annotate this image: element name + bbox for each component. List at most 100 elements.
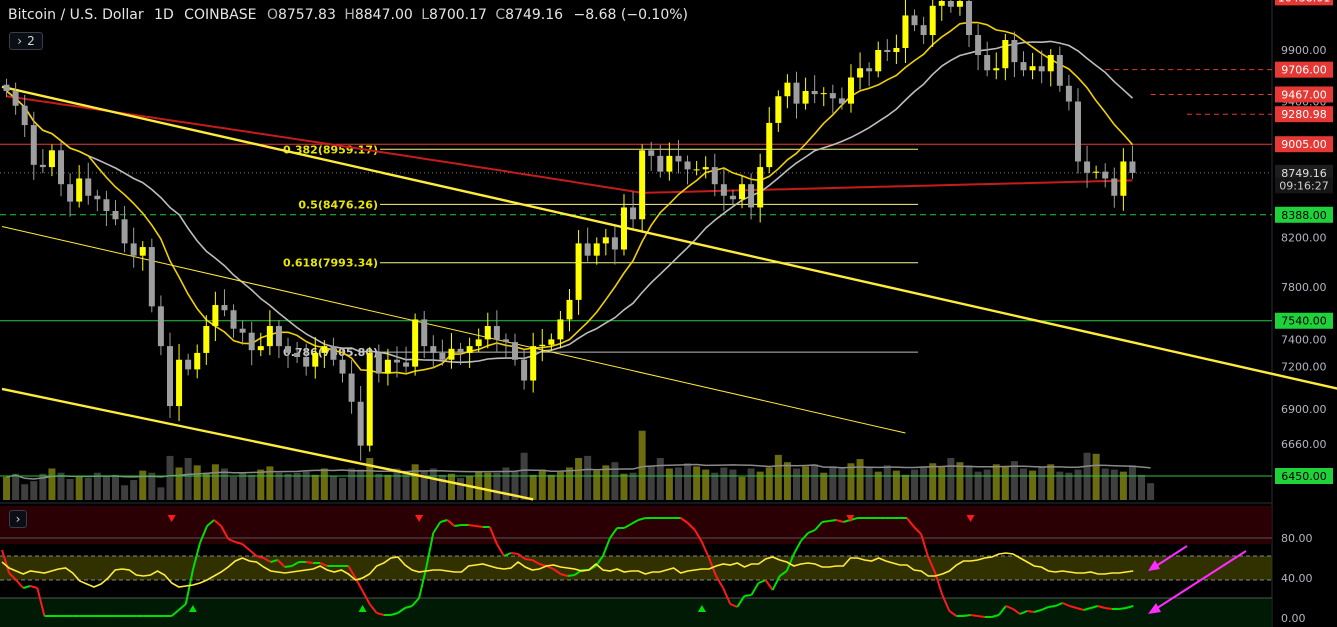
fib-level-label: 0.382(8959.17) (283, 143, 378, 156)
candle-body (811, 90, 818, 95)
volume-bar (447, 473, 455, 500)
candle-body (266, 326, 273, 347)
candle-body (838, 98, 845, 104)
volume-bar (611, 462, 619, 500)
stoch-k-segment (963, 614, 971, 617)
ma-slow-line (6, 95, 1133, 194)
volume-bar (783, 462, 791, 500)
stoch-k-segment (970, 614, 978, 617)
open-label: O (266, 7, 278, 23)
indicators-toggle-button[interactable]: › 2 (9, 32, 43, 50)
candle-body (884, 49, 891, 53)
volume-bar (284, 473, 292, 500)
candle-body (847, 77, 854, 104)
pane-toggle-button[interactable]: › (9, 510, 27, 528)
volume-bar (84, 477, 92, 500)
volume-bar (93, 472, 101, 500)
volume-bar (1119, 471, 1127, 500)
volume-bar (420, 471, 428, 500)
stoch-k-segment (15, 579, 24, 589)
ma-fast-line (5, 21, 1134, 375)
candle-body (357, 401, 364, 446)
volume-bar (738, 476, 746, 500)
candle-body (121, 219, 128, 244)
volume-bar (339, 477, 346, 500)
candle-body (1002, 39, 1009, 69)
volume-bar (320, 468, 328, 500)
volume-bar (1128, 465, 1136, 500)
volume-bar (693, 466, 701, 500)
volume-bar (202, 472, 210, 500)
volume-bar (457, 477, 465, 500)
stoch-k-segment (1005, 605, 1014, 610)
stoch-k-segment (1083, 607, 1092, 611)
stoch-k-segment (454, 524, 462, 527)
volume-bar (30, 481, 38, 500)
volume-bar (475, 471, 483, 500)
candle-body (30, 125, 37, 165)
candle-body (103, 199, 110, 211)
candle-body (947, 1, 954, 7)
stoch-k-segment (1048, 605, 1056, 608)
candle-body (1129, 161, 1136, 173)
volume-bar (248, 474, 256, 500)
volume-bar (429, 468, 437, 500)
candle-body (58, 150, 65, 185)
candle-body (548, 339, 555, 345)
sell-signal-marker (846, 515, 855, 522)
close-value: 8749.16 (505, 7, 564, 23)
candle-body (802, 90, 809, 104)
stoch-k-segment (184, 569, 194, 605)
candle-body (639, 150, 646, 220)
candle-body (330, 346, 337, 360)
interval-label[interactable]: 1D (154, 7, 174, 23)
volume-bar (747, 468, 755, 500)
price-tick-label: 9900.00 (1281, 44, 1327, 57)
candle-body (294, 352, 301, 358)
stoch-k-segment (821, 520, 830, 523)
candle-body (512, 342, 519, 360)
volume-bar (502, 467, 510, 500)
stoch-k-segment (1027, 610, 1035, 613)
volume-bar (1147, 483, 1155, 500)
stoch-k-segment (750, 582, 760, 596)
stoch-k-segment (680, 517, 689, 524)
candle-body (902, 15, 909, 48)
candle-body (285, 346, 292, 353)
volume-bar (21, 484, 29, 500)
volume-bar (411, 464, 419, 500)
stoch-k-segment (552, 568, 562, 575)
stoch-k-segment (1104, 607, 1113, 610)
symbol-name[interactable]: Bitcoin / U.S. Dollar (8, 7, 144, 23)
price-label-bg (1275, 312, 1333, 329)
volume-bar (275, 472, 283, 500)
candle-body (530, 346, 537, 381)
candle-body (139, 247, 146, 256)
stoch-k-segment (199, 525, 208, 544)
volume-bar (929, 463, 937, 500)
volume-bar (629, 472, 637, 500)
candle-body (975, 35, 982, 56)
stoch-k-segment (368, 603, 378, 614)
candle-body (375, 352, 382, 374)
volume-bar (1047, 464, 1055, 500)
volume-bar (765, 467, 773, 500)
volume-bar (1038, 467, 1046, 500)
candle-body (966, 1, 973, 36)
stoch-k-segment (263, 557, 272, 563)
volume-bar (811, 464, 819, 500)
volume-bar (983, 469, 991, 500)
volume-bar (1074, 469, 1082, 500)
chevron-right-icon: › (17, 34, 23, 48)
stoch-k-segment (807, 529, 816, 534)
price-label-text: 9005.00 (1281, 138, 1327, 151)
stoch-k-segment (8, 572, 17, 581)
fib-level-label: 0.5(8476.26) (298, 198, 378, 211)
price-label-bg (1275, 164, 1333, 181)
candle-body (239, 328, 246, 333)
volume-bar (1101, 468, 1109, 500)
stoch-k-segment (1097, 605, 1106, 609)
stoch-k-segment (256, 555, 264, 559)
stoch-k-segment (397, 607, 406, 614)
